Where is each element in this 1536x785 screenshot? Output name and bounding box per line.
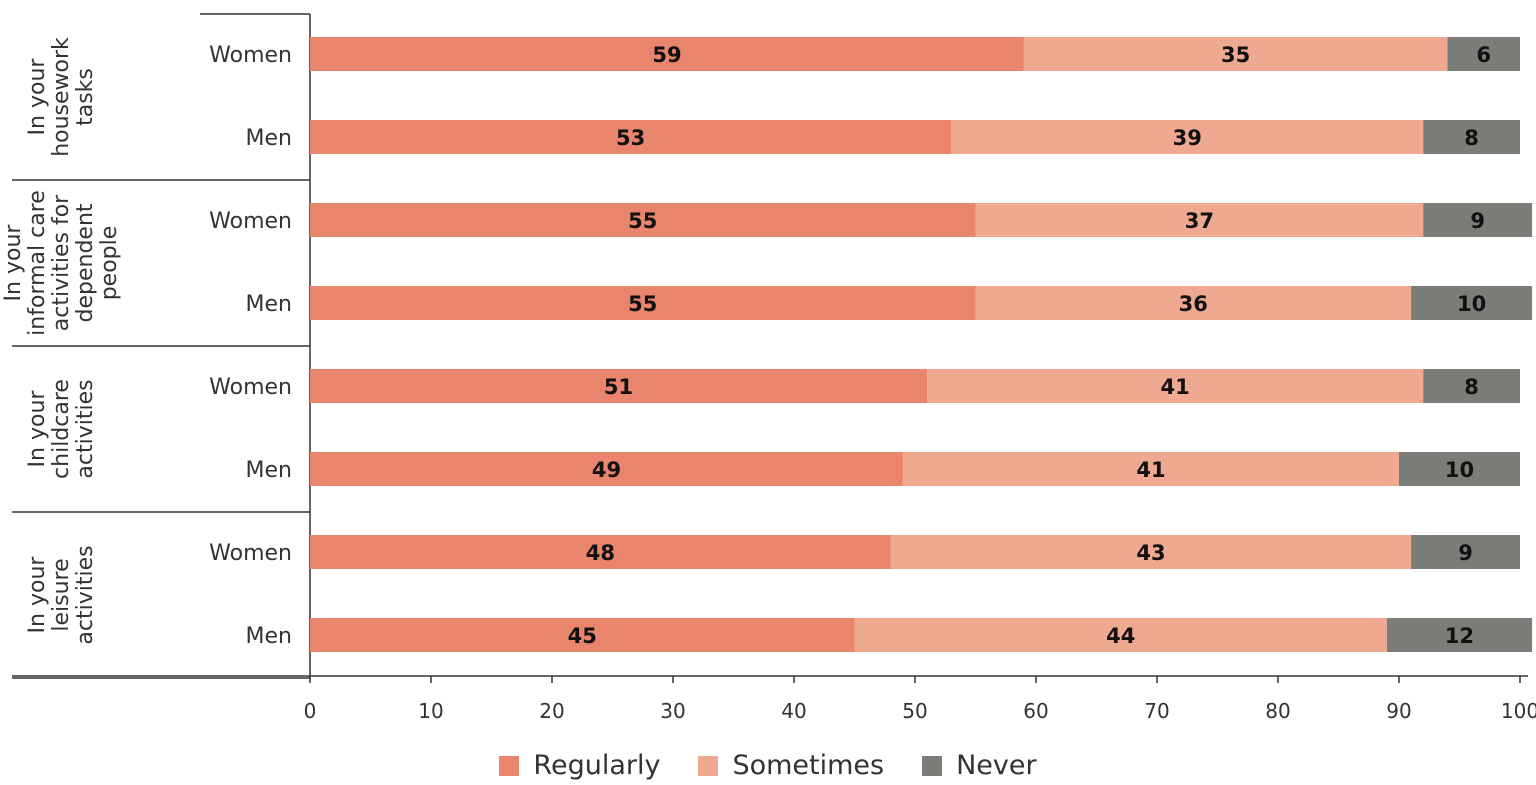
data-label: 12 (1445, 624, 1474, 648)
group-label-line: activities (73, 545, 98, 644)
group-label-line: housework (49, 37, 74, 157)
data-label: 10 (1445, 458, 1474, 482)
data-label: 51 (604, 375, 633, 399)
x-tick-label: 50 (902, 699, 927, 723)
data-label: 39 (1173, 126, 1202, 150)
bar-segment-regularly (310, 203, 976, 237)
group-label: In yourhouseworktasks (25, 37, 98, 157)
data-label: 37 (1185, 209, 1214, 233)
data-label: 8 (1464, 126, 1479, 150)
group-label-line: In your (25, 556, 50, 634)
bar-segment-sometimes (975, 203, 1424, 237)
x-tick-label: 30 (660, 699, 685, 723)
group-label: In yourchildcareactivities (25, 379, 98, 479)
data-label: 41 (1136, 458, 1165, 482)
x-tick-label: 10 (418, 699, 443, 723)
legend-swatch (499, 755, 520, 776)
data-label: 41 (1161, 375, 1190, 399)
bar-segment-regularly (310, 369, 928, 403)
data-label: 8 (1464, 375, 1479, 399)
group-label-line: childcare (49, 379, 74, 479)
group-label: In yourinformal careactivities fordepend… (1, 190, 122, 336)
data-label: 45 (568, 624, 597, 648)
group-label-line: people (97, 226, 122, 301)
bar-segment-regularly (310, 618, 855, 652)
legend-swatch (698, 755, 719, 776)
bar-segment-sometimes (927, 369, 1424, 403)
group-label: In yourleisureactivities (25, 545, 98, 644)
bar-segment-never (1423, 120, 1520, 154)
legend-item-never: Never (922, 750, 1037, 781)
group-label-line: activities for (49, 194, 74, 331)
data-label: 44 (1106, 624, 1135, 648)
row-label: Men (246, 624, 292, 649)
data-label: 35 (1221, 43, 1250, 67)
data-label: 43 (1136, 541, 1165, 565)
group-label-line: tasks (73, 68, 98, 126)
x-tick-label: 70 (1144, 699, 1169, 723)
bar-segment-never (1423, 369, 1520, 403)
bar-segment-sometimes (951, 120, 1424, 154)
group-label-line: informal care (25, 190, 50, 336)
x-tick-label: 60 (1023, 699, 1048, 723)
bar-segment-sometimes (854, 618, 1387, 652)
data-label: 55 (628, 292, 657, 316)
bar-segment-sometimes (890, 535, 1412, 569)
row-label: Women (209, 541, 292, 566)
x-tick-label: 80 (1265, 699, 1290, 723)
bar-segment-regularly (310, 286, 976, 320)
x-tick-label: 0 (304, 699, 317, 723)
legend-item-regularly: Regularly (499, 750, 660, 781)
group-label-line: leisure (49, 558, 74, 631)
row-label: Men (246, 458, 292, 483)
data-label: 36 (1179, 292, 1208, 316)
data-label: 49 (592, 458, 621, 482)
data-label: 10 (1457, 292, 1486, 316)
group-label-line: In your (1, 224, 26, 302)
bar-segment-never (1447, 37, 1520, 71)
group-label-line: In your (25, 58, 50, 136)
bar-segment-never (1423, 203, 1533, 237)
legend-label: Regularly (533, 750, 661, 781)
data-label: 48 (586, 541, 615, 565)
data-label: 6 (1476, 43, 1491, 67)
data-label: 59 (652, 43, 681, 67)
x-tick-label: 90 (1386, 699, 1411, 723)
group-label-line: activities (73, 379, 98, 478)
data-label: 9 (1458, 541, 1473, 565)
bar-segment-never (1386, 618, 1533, 652)
bar-segment-regularly (310, 37, 1024, 71)
bar-segment-never (1399, 452, 1520, 486)
bar-segment-regularly (310, 535, 891, 569)
data-label: 9 (1470, 209, 1485, 233)
bar-segment-sometimes (975, 286, 1412, 320)
legend-swatch (922, 755, 943, 776)
bar-segment-regularly (310, 452, 903, 486)
bar-segment-never (1411, 535, 1520, 569)
bar-segment-never (1411, 286, 1533, 320)
row-label: Men (246, 126, 292, 151)
bar-segment-sometimes (1023, 37, 1448, 71)
legend-label: Sometimes (732, 750, 885, 781)
bar-segment-regularly (310, 120, 952, 154)
data-label: 53 (616, 126, 645, 150)
group-label-line: dependent (73, 203, 98, 322)
row-label: Men (246, 292, 292, 317)
x-tick-label: 40 (781, 699, 806, 723)
legend-item-sometimes: Sometimes (698, 750, 884, 781)
data-label: 55 (628, 209, 657, 233)
group-label-line: In your (25, 390, 50, 468)
x-tick-label: 20 (539, 699, 564, 723)
row-label: Women (209, 209, 292, 234)
legend-label: Never (956, 750, 1037, 781)
bar-segment-sometimes (902, 452, 1399, 486)
chart-legend: Regularly Sometimes Never (0, 750, 1536, 781)
row-label: Women (209, 375, 292, 400)
row-label: Women (209, 43, 292, 68)
x-tick-label: 100 (1501, 699, 1536, 723)
